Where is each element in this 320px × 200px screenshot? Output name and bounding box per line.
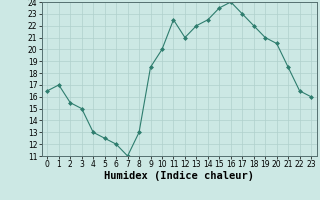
X-axis label: Humidex (Indice chaleur): Humidex (Indice chaleur) (104, 171, 254, 181)
